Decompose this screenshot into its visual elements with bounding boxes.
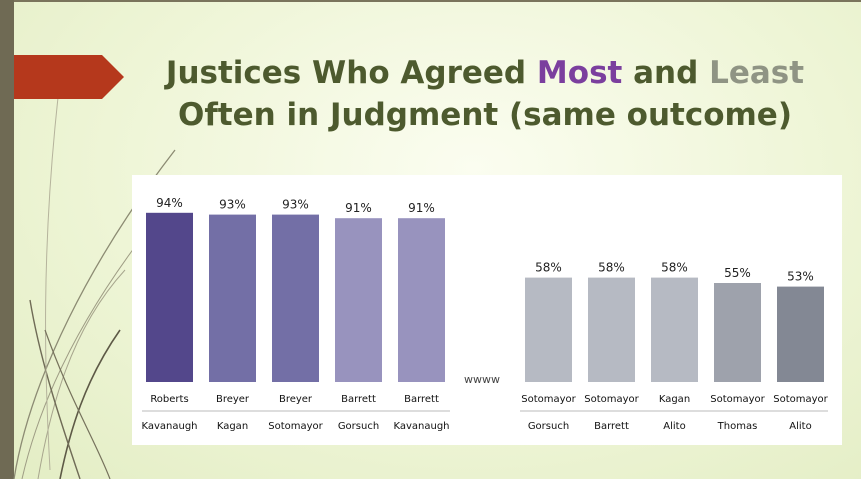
bar-least-7 [651, 277, 698, 382]
category-bottom-label-8: Thomas [717, 421, 758, 432]
category-top-label-7: Kagan [659, 394, 690, 405]
bar-most-0 [146, 212, 193, 382]
value-label-3: 91% [345, 201, 372, 215]
bar-most-1 [209, 214, 256, 382]
bar-least-9 [777, 286, 824, 382]
bar-most-3 [335, 218, 382, 382]
category-top-label-6: Sotomayor [584, 394, 639, 405]
left-accent-bar [0, 0, 14, 479]
value-label-9: 53% [787, 270, 814, 284]
title-part1: Justices Who Agreed [165, 55, 537, 91]
bar-most-4 [398, 218, 445, 382]
value-label-5: 58% [535, 261, 562, 275]
category-top-label-0: Roberts [150, 394, 188, 405]
title-arrow-shape [14, 55, 124, 99]
category-bottom-label-5: Gorsuch [528, 421, 569, 432]
category-top-label-9: Sotomayor [773, 394, 828, 405]
bar-least-6 [588, 277, 635, 382]
bar-chart: 94% Roberts Kavanaugh 93% Breyer Kagan 93% Brey… [141, 196, 828, 432]
bar-least-5 [525, 277, 572, 382]
category-top-label-8: Sotomayor [710, 394, 765, 405]
title-line2: Often in Judgment (same outcome) [177, 97, 793, 133]
bar-most-2 [272, 214, 319, 382]
value-label-8: 55% [724, 266, 751, 280]
category-bottom-label-6: Barrett [594, 421, 629, 432]
category-top-label-5: Sotomayor [521, 394, 576, 405]
category-bottom-label-4: Kavanaugh [393, 421, 449, 432]
value-label-6: 58% [598, 261, 625, 275]
value-label-2: 93% [282, 198, 309, 212]
category-top-label-2: Breyer [279, 394, 313, 405]
category-bottom-label-9: Alito [789, 421, 811, 432]
category-top-label-1: Breyer [216, 394, 250, 405]
category-bottom-label-2: Sotomayor [268, 421, 323, 432]
slide-title: Justices Who Agreed Most and Least Often… [150, 52, 820, 136]
value-label-0: 94% [156, 196, 183, 210]
category-bottom-label-7: Alito [663, 421, 685, 432]
gap-marker: wwww [464, 373, 500, 386]
category-bottom-label-0: Kavanaugh [141, 421, 197, 432]
category-bottom-label-3: Gorsuch [338, 421, 379, 432]
value-label-1: 93% [219, 198, 246, 212]
title-part2: and [622, 55, 710, 91]
title-most: Most [536, 55, 623, 91]
category-top-label-3: Barrett [341, 394, 376, 405]
value-label-7: 58% [661, 261, 688, 275]
category-top-label-4: Barrett [404, 394, 439, 405]
title-least: Least [709, 55, 805, 91]
bar-least-8 [714, 283, 761, 382]
value-label-4: 91% [408, 201, 435, 215]
chart-panel: 94% Roberts Kavanaugh 93% Breyer Kagan 93% Brey… [132, 175, 842, 445]
category-bottom-label-1: Kagan [217, 421, 248, 432]
top-border-line [0, 0, 861, 2]
